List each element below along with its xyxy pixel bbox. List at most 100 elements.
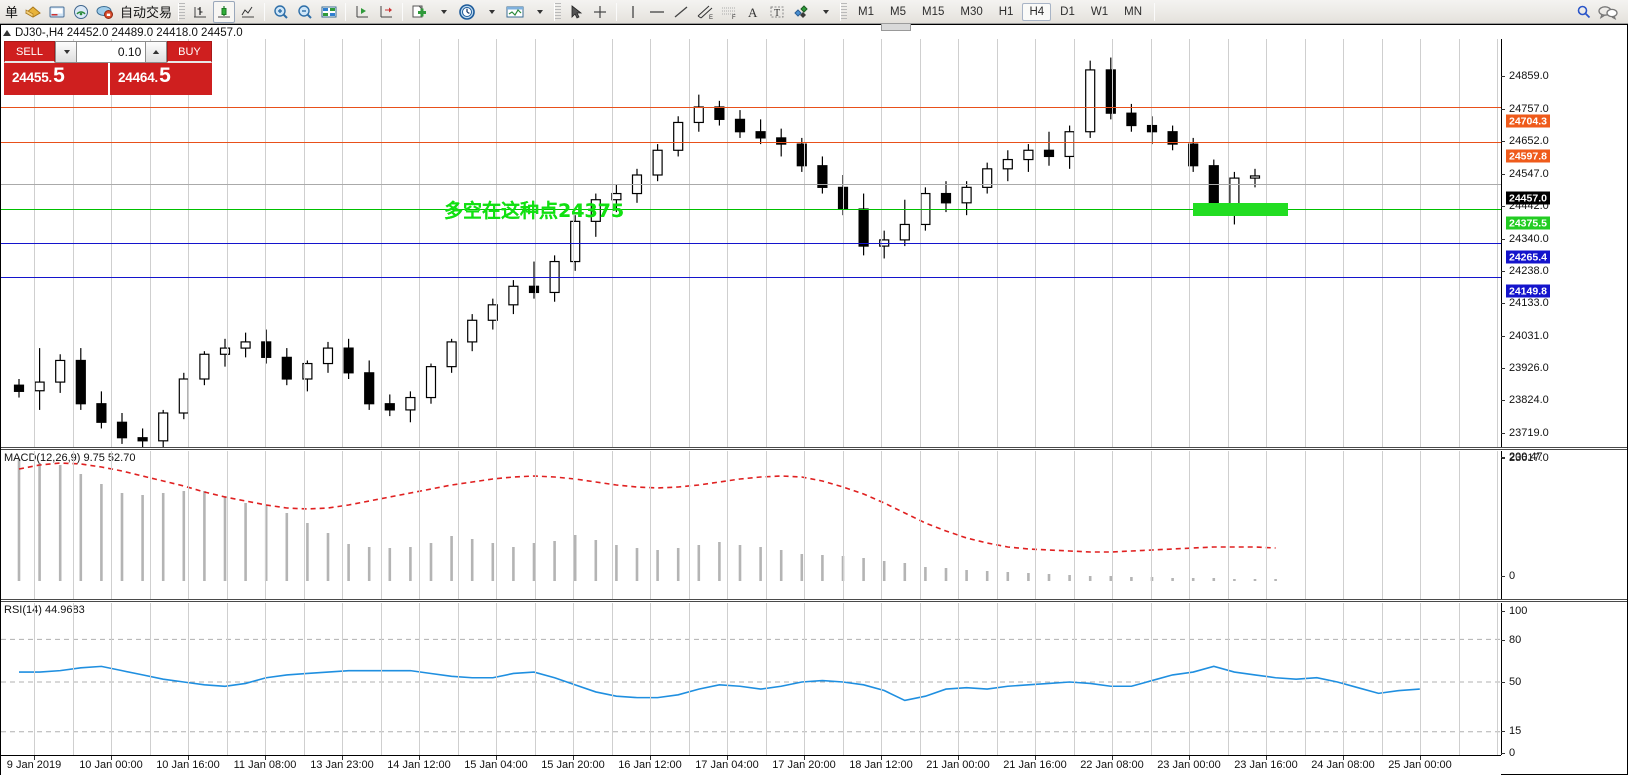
timeframe-m15[interactable]: M15 bbox=[922, 5, 945, 18]
templates-dropdown-icon[interactable] bbox=[528, 1, 550, 23]
chart-shift-icon[interactable] bbox=[375, 1, 397, 23]
price-level-tag[interactable]: 24457.0 bbox=[1506, 191, 1550, 205]
grid-line bbox=[1035, 603, 1036, 755]
auto-trading-label[interactable]: 自动交易 bbox=[120, 5, 173, 20]
price-level-tag[interactable]: 24704.3 bbox=[1506, 114, 1550, 128]
green-zone-rectangle[interactable] bbox=[1193, 203, 1288, 216]
macd-tick bbox=[1501, 576, 1505, 577]
buy-price-box[interactable]: 24464 . 5 bbox=[110, 63, 212, 95]
price-scale-tags[interactable]: 24704.3 24597.8 24457.0 24375.5 24265.4 24149… bbox=[1501, 39, 1627, 447]
price-level-tag[interactable]: 24149.8 bbox=[1506, 284, 1550, 298]
timeframe-m30[interactable]: M30 bbox=[960, 5, 983, 18]
auto-scroll-icon[interactable] bbox=[351, 1, 373, 23]
volume-input[interactable]: 0.10 bbox=[76, 41, 146, 63]
timeframe-d1[interactable]: D1 bbox=[1060, 5, 1075, 18]
rsi-pane[interactable]: RSI(14) 44.9683 bbox=[1, 603, 1501, 755]
terminal-icon[interactable] bbox=[46, 1, 68, 23]
buy-button[interactable]: BUY bbox=[166, 41, 212, 63]
price-tick bbox=[1501, 239, 1505, 240]
grid-line bbox=[1382, 603, 1383, 755]
period-icon[interactable] bbox=[456, 1, 478, 23]
window-restore-tab[interactable] bbox=[881, 24, 911, 31]
toolbar-grip-3[interactable] bbox=[840, 2, 848, 21]
line-chart-icon[interactable] bbox=[237, 1, 259, 23]
chat-icon[interactable] bbox=[1597, 1, 1619, 23]
new-chart-icon[interactable] bbox=[408, 1, 430, 23]
timeframe-m1[interactable]: M1 bbox=[858, 5, 875, 18]
time-axis-label: 17 Jan 20:00 bbox=[772, 759, 836, 771]
timeframe-h4[interactable]: H4 bbox=[1022, 2, 1052, 21]
timeframe-m5[interactable]: M5 bbox=[890, 5, 906, 18]
rsi-tick-label: 50 bbox=[1509, 676, 1522, 688]
trendline-icon[interactable] bbox=[670, 1, 692, 23]
pane-separator-macd[interactable] bbox=[1, 447, 1627, 450]
resistance-line-1[interactable] bbox=[1, 107, 1501, 108]
price-level-tag[interactable]: 24597.8 bbox=[1506, 149, 1550, 163]
chart-window[interactable]: DJ30-,H4 24452.0 24489.0 24418.0 24457.0… bbox=[0, 24, 1628, 775]
zoom-out-icon[interactable] bbox=[294, 1, 316, 23]
price-level-tag[interactable]: 24375.5 bbox=[1506, 216, 1550, 230]
hline-icon[interactable] bbox=[646, 1, 668, 23]
pane-separator-rsi[interactable] bbox=[1, 599, 1627, 602]
volume-increment-button[interactable] bbox=[145, 41, 167, 63]
candlestick-chart-icon[interactable] bbox=[213, 0, 236, 23]
grid-line bbox=[997, 451, 998, 599]
equidistant-channel-icon[interactable]: E bbox=[694, 1, 716, 23]
price-level-tag[interactable]: 24265.4 bbox=[1506, 250, 1550, 264]
sell-button[interactable]: SELL bbox=[4, 41, 55, 63]
search-icon[interactable] bbox=[1573, 1, 1595, 23]
resistance-line-2[interactable] bbox=[1, 142, 1501, 143]
zoom-in-icon[interactable] bbox=[270, 1, 292, 23]
support-line-blue-1[interactable] bbox=[1, 243, 1501, 244]
order-icon[interactable] bbox=[22, 1, 44, 23]
market-icon[interactable] bbox=[94, 1, 116, 23]
objects-dropdown-icon[interactable] bbox=[814, 1, 836, 23]
cursor-icon[interactable] bbox=[565, 1, 587, 23]
fibonacci-icon[interactable]: F bbox=[718, 1, 740, 23]
price-tick-label: 23617.0 bbox=[1509, 452, 1549, 464]
price-tick bbox=[1501, 271, 1505, 272]
price-tick-label: 23824.0 bbox=[1509, 394, 1549, 406]
grid-line bbox=[1305, 451, 1306, 599]
macd-label: MACD(12,26,9) 9.75 52.70 bbox=[4, 452, 136, 464]
time-axis-tick bbox=[188, 756, 189, 760]
grid-line bbox=[381, 451, 382, 599]
support-line-blue-2[interactable] bbox=[1, 277, 1501, 278]
toolbar-grip-2[interactable] bbox=[554, 2, 562, 21]
label-icon[interactable]: T bbox=[766, 1, 788, 23]
new-chart-dropdown-icon[interactable] bbox=[432, 1, 454, 23]
grid-line bbox=[265, 603, 266, 755]
grid-line bbox=[34, 603, 35, 755]
objects-icon[interactable] bbox=[790, 1, 812, 23]
one-click-trading-panel[interactable]: SELL 0.10 BUY 24455 . 5 24464 . 5 bbox=[4, 41, 212, 95]
grid-line bbox=[1420, 603, 1421, 755]
rsi-scale: 100 80 50 15 0 bbox=[1501, 603, 1627, 759]
price-pane[interactable]: 多空在这种点24375 bbox=[1, 39, 1501, 447]
rsi-tick-label: 80 bbox=[1509, 634, 1522, 646]
signals-icon[interactable] bbox=[70, 1, 92, 23]
toolbar-grip[interactable] bbox=[178, 2, 186, 21]
timeframe-w1[interactable]: W1 bbox=[1090, 5, 1109, 18]
crosshair-icon[interactable] bbox=[589, 1, 611, 23]
price-tick-label: 24031.0 bbox=[1509, 330, 1549, 342]
time-axis[interactable]: 9 Jan 2019 10 Jan 00:00 10 Jan 16:00 11 Jan… bbox=[1, 755, 1501, 775]
chart-annotation-text[interactable]: 多空在这种点24375 bbox=[444, 200, 625, 222]
time-axis-labels: 9 Jan 2019 10 Jan 00:00 10 Jan 16:00 11 Jan… bbox=[1, 756, 1501, 775]
volume-dropdown-button[interactable] bbox=[55, 41, 77, 63]
vline-icon[interactable] bbox=[622, 1, 644, 23]
text-icon[interactable]: A bbox=[742, 1, 764, 23]
grid-line bbox=[1189, 603, 1190, 755]
time-axis-label: 21 Jan 00:00 bbox=[926, 759, 990, 771]
price-tick-label: 24547.0 bbox=[1509, 168, 1549, 180]
macd-pane[interactable]: MACD(12,26,9) 9.75 52.70 bbox=[1, 451, 1501, 599]
rsi-label: RSI(14) 44.9683 bbox=[4, 604, 85, 616]
timeframe-mn[interactable]: MN bbox=[1124, 5, 1142, 18]
bar-chart-icon[interactable] bbox=[189, 1, 211, 23]
price-scale[interactable]: 24859.0 24757.0 24652.0 24547.0 24442.0 24340… bbox=[1501, 39, 1627, 464]
support-line-green[interactable] bbox=[1, 209, 1501, 210]
timeframe-h1[interactable]: H1 bbox=[998, 5, 1014, 18]
sell-price-box[interactable]: 24455 . 5 bbox=[4, 63, 108, 95]
templates-icon[interactable] bbox=[504, 1, 526, 23]
period-dropdown-icon[interactable] bbox=[480, 1, 502, 23]
data-window-icon[interactable] bbox=[318, 1, 340, 23]
